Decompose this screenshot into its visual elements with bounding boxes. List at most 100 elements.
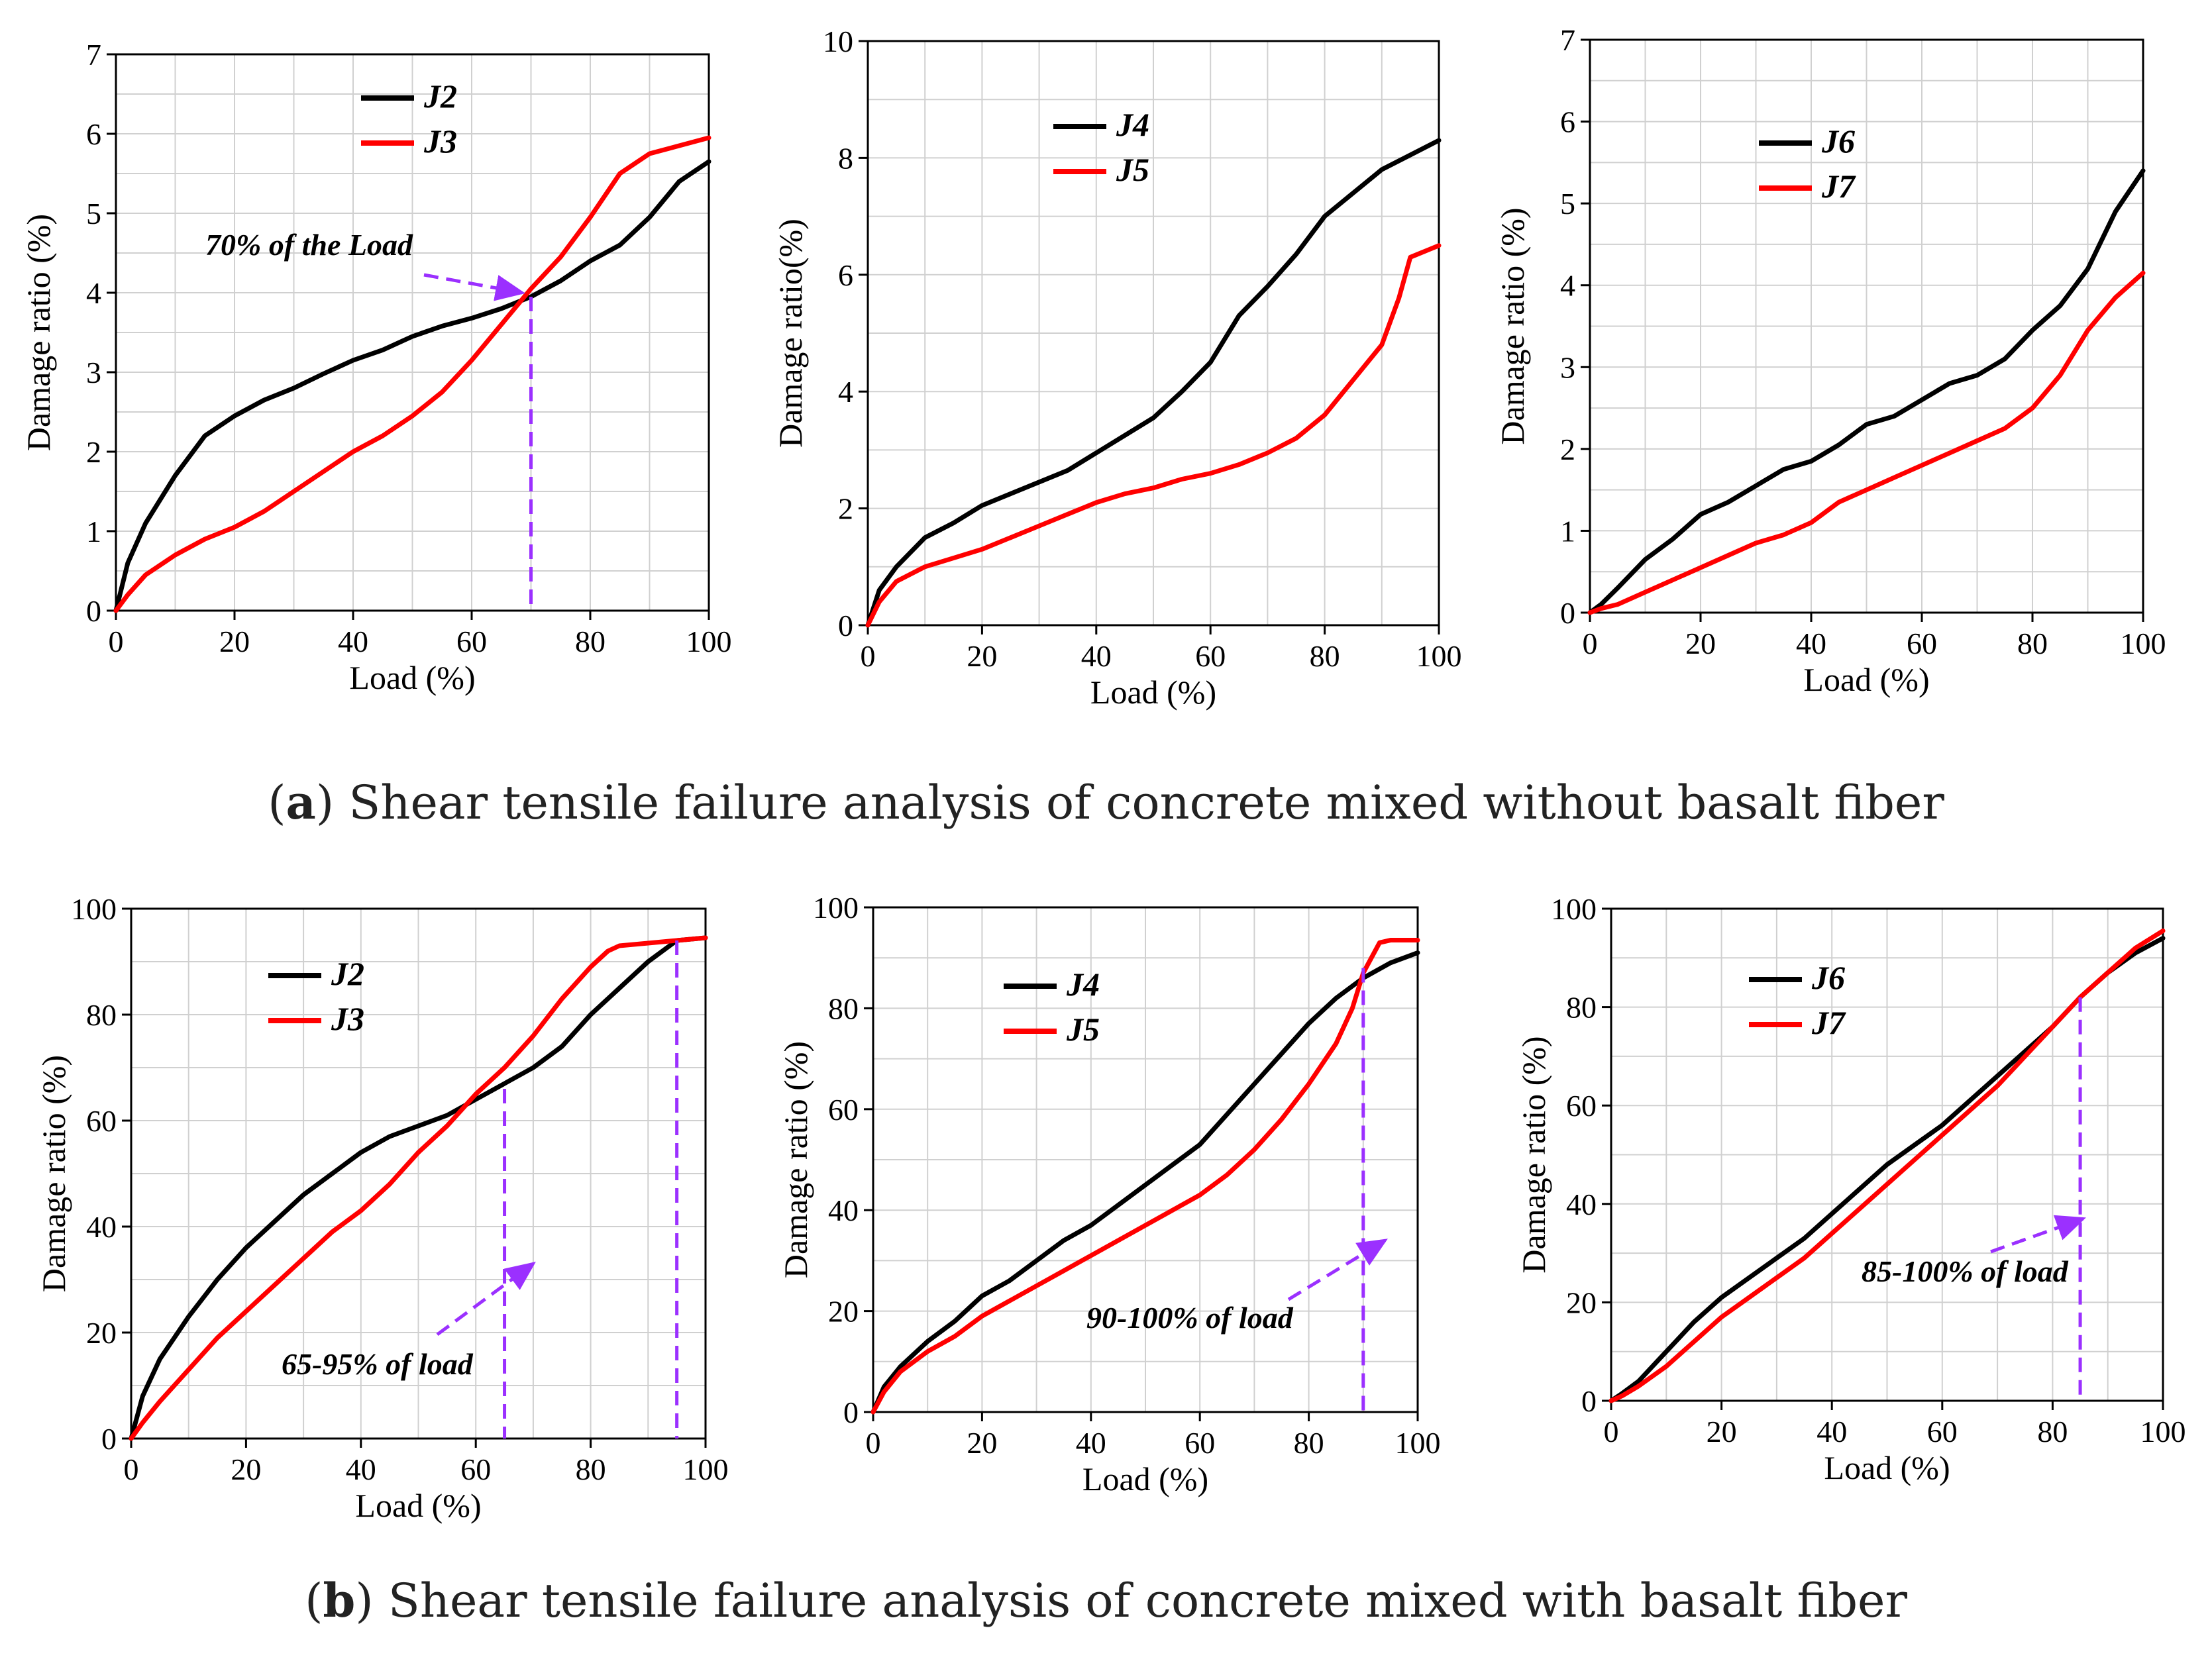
- y-tick-label: 2: [1560, 432, 1575, 466]
- annotation-arrow: [1287, 1239, 1388, 1301]
- x-tick-label: 100: [686, 625, 732, 658]
- series-line-j6: [1587, 168, 2146, 615]
- x-tick-label: 20: [1707, 1415, 1737, 1448]
- x-axis-label: Load (%): [349, 659, 475, 696]
- y-tick-label: 40: [86, 1210, 117, 1244]
- x-axis-label: Load (%): [1090, 674, 1216, 711]
- y-tick-label: 10: [823, 25, 853, 58]
- x-tick-label: 80: [575, 625, 606, 658]
- x-tick-label: 20: [219, 625, 250, 658]
- legend-label-j2: J2: [423, 77, 457, 115]
- y-tick-label: 20: [1566, 1286, 1597, 1319]
- annotation-arrow: [436, 1262, 536, 1337]
- y-tick-label: 4: [1560, 269, 1575, 303]
- x-tick-label: 60: [1927, 1415, 1958, 1448]
- x-tick-label: 100: [683, 1452, 729, 1486]
- series-line-j3: [129, 935, 708, 1441]
- chart-b1: 0 20 40 60 80 100 0 20 40 60 80 100 Load (%) Damage r…: [35, 892, 729, 1524]
- y-tick-label: 60: [1566, 1089, 1597, 1123]
- annotation-arrow: [423, 273, 525, 301]
- series-line-j4: [870, 950, 1420, 1415]
- y-tick-label: 60: [828, 1093, 859, 1127]
- x-tick-label: 100: [2140, 1415, 2186, 1448]
- x-tick-label: 40: [338, 625, 368, 658]
- legend-label-j5: J5: [1066, 1011, 1100, 1048]
- y-tick-label: 40: [828, 1193, 859, 1227]
- series-line-j2: [113, 159, 711, 613]
- plot-frame: [115, 53, 710, 612]
- x-tick-label: 20: [967, 639, 997, 673]
- plot-frame: [1589, 38, 2144, 614]
- x-tick-label: 60: [1195, 639, 1226, 673]
- x-tick-label: 0: [1604, 1415, 1619, 1448]
- x-tick-label: 20: [967, 1426, 997, 1460]
- x-tick-label: 0: [1583, 627, 1598, 660]
- x-tick-label: 80: [2017, 627, 2048, 660]
- y-tick-label: 100: [813, 891, 859, 925]
- chart-a2: 0 20 40 60 80 100 0 2 4 6 8 10 Load (%) Damage ratio(…: [772, 25, 1462, 711]
- series-line-j3: [113, 135, 711, 613]
- x-axis-label: Load (%): [355, 1487, 481, 1524]
- plot-frame: [130, 907, 707, 1440]
- x-tick-label: 0: [866, 1426, 881, 1460]
- legend-label-j4: J4: [1116, 106, 1149, 143]
- x-tick-label: 0: [124, 1452, 139, 1486]
- y-axis-label: Damage ratio (%): [1494, 207, 1531, 444]
- y-tick-label: 1: [1560, 514, 1575, 548]
- y-tick-label: 5: [1560, 187, 1575, 221]
- x-tick-label: 40: [1081, 639, 1112, 673]
- x-tick-label: 40: [346, 1452, 376, 1486]
- caption-b-letter: b: [323, 1573, 356, 1628]
- legend-label-j6: J6: [1811, 959, 1845, 996]
- y-tick-label: 0: [101, 1422, 117, 1456]
- y-axis-label: Damage ratio (%): [1515, 1036, 1552, 1273]
- x-tick-label: 60: [1907, 627, 1937, 660]
- x-tick-label: 40: [1796, 627, 1826, 660]
- series-line-j5: [870, 938, 1420, 1415]
- legend-label-j4: J4: [1066, 966, 1100, 1003]
- legend-label-j3: J3: [423, 123, 457, 160]
- x-axis-label: Load (%): [1824, 1449, 1950, 1486]
- x-tick-label: 80: [1310, 639, 1340, 673]
- y-tick-label: 6: [86, 117, 101, 151]
- annotation-label: 70% of the Load: [205, 228, 413, 262]
- y-tick-label: 80: [86, 998, 117, 1032]
- x-axis-label: Load (%): [1082, 1460, 1208, 1497]
- y-tick-label: 3: [1560, 350, 1575, 384]
- y-tick-label: 5: [86, 197, 101, 230]
- x-tick-label: 20: [231, 1452, 261, 1486]
- y-tick-label: 8: [838, 141, 853, 175]
- legend-label-j6: J6: [1821, 123, 1855, 160]
- series-line-j2: [129, 935, 708, 1441]
- legend-label-j7: J7: [1811, 1004, 1846, 1041]
- y-tick-label: 0: [1581, 1384, 1597, 1418]
- x-tick-label: 100: [1416, 639, 1462, 673]
- y-axis-label: Damage ratio (%): [35, 1055, 72, 1292]
- y-tick-label: 80: [828, 991, 859, 1025]
- x-tick-label: 40: [1817, 1415, 1847, 1448]
- legend-label-j7: J7: [1821, 168, 1856, 205]
- y-tick-label: 6: [1560, 105, 1575, 139]
- chart-a3: 0 20 40 60 80 100 0 1 2 3 4 5 6 7 Load (%) Damage ratio…: [1494, 23, 2166, 698]
- y-tick-label: 4: [838, 375, 853, 409]
- y-tick-label: 6: [838, 258, 853, 292]
- annotation-label: 65-95% of load: [282, 1347, 474, 1381]
- caption-a-text: Shear tensile failure analysis of concre…: [334, 776, 1944, 830]
- y-axis-label: Damage ratio (%): [20, 214, 57, 451]
- x-tick-label: 100: [2121, 627, 2166, 660]
- chart-b3: 0 20 40 60 80 100 0 20 40 60 80 100 Load (%) Damage r…: [1515, 892, 2186, 1486]
- plot-frame: [1610, 907, 2164, 1402]
- y-tick-label: 80: [1566, 991, 1597, 1025]
- y-tick-label: 0: [843, 1395, 859, 1429]
- y-tick-label: 20: [86, 1316, 117, 1350]
- y-tick-label: 2: [86, 435, 101, 469]
- y-tick-label: 100: [1551, 892, 1597, 926]
- legend-label-j5: J5: [1116, 151, 1149, 188]
- caption-b: (b) Shear tensile failure analysis of co…: [305, 1573, 1907, 1628]
- y-tick-label: 0: [1560, 596, 1575, 630]
- x-tick-label: 80: [1294, 1426, 1324, 1460]
- annotation-label: 85-100% of load: [1862, 1254, 2069, 1288]
- y-tick-label: 100: [71, 892, 117, 926]
- y-tick-label: 7: [1560, 23, 1575, 57]
- legend-label-j3: J3: [331, 1000, 364, 1037]
